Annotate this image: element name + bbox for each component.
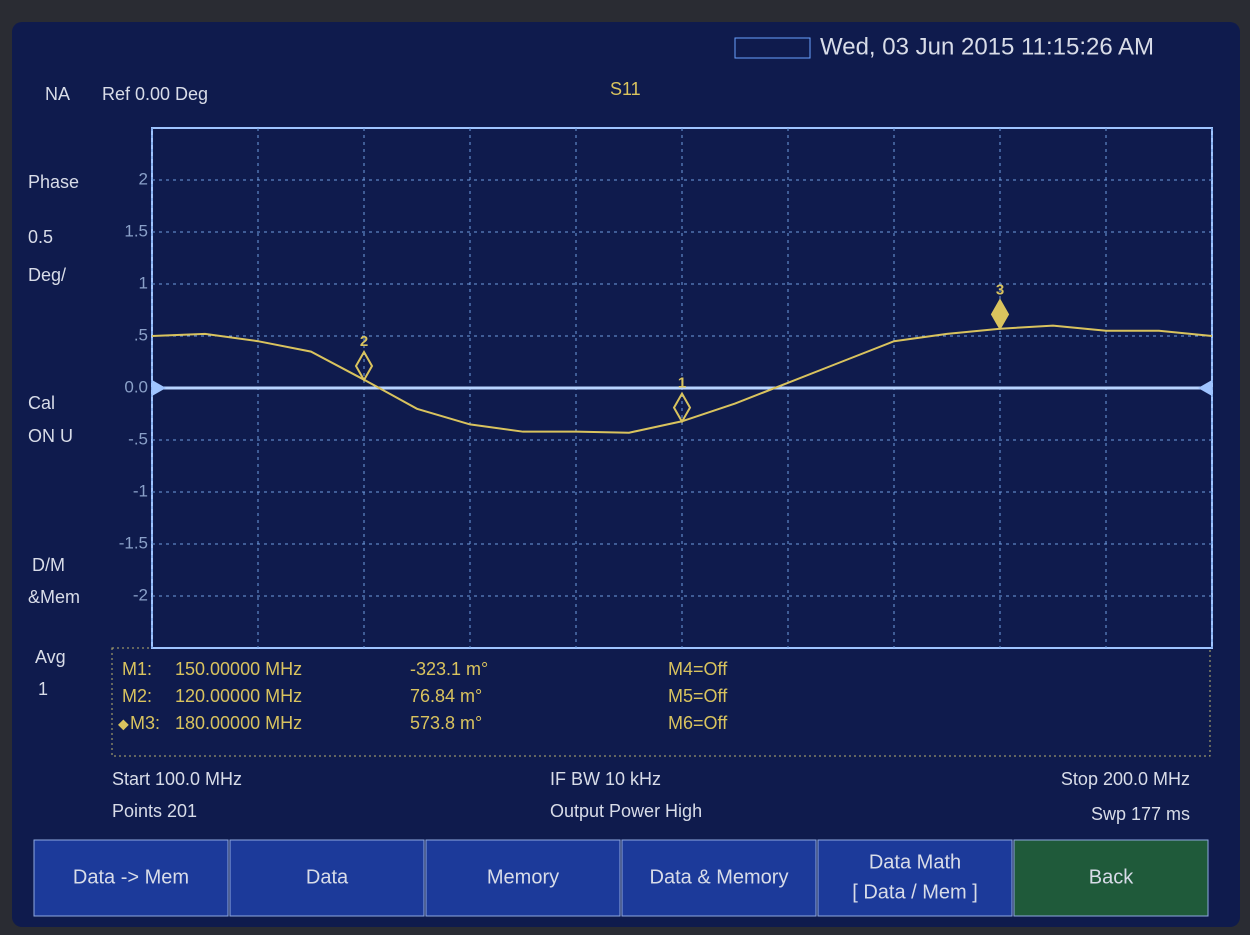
ref-label: Ref 0.00 Deg	[102, 84, 208, 104]
battery-icon	[734, 37, 811, 59]
side-label: Cal	[28, 393, 55, 413]
footer-start: Start 100.0 MHz	[112, 769, 242, 789]
side-label: Avg	[35, 647, 66, 667]
softkey[interactable]	[229, 839, 425, 917]
footer-power: Output Power High	[550, 801, 702, 821]
softkey-label[interactable]: [ Data / Mem ]	[852, 881, 978, 903]
softkey-label[interactable]: Data & Memory	[650, 866, 789, 888]
softkey[interactable]	[1013, 839, 1209, 917]
active-marker-icon: ◆	[118, 716, 129, 732]
marker-readout: 180.00000 MHz	[175, 713, 302, 733]
marker-readout: -323.1 m°	[410, 659, 488, 679]
y-tick-label: 1	[139, 273, 148, 292]
marker-box	[111, 647, 1211, 757]
side-label: 1	[38, 679, 48, 699]
softkey[interactable]	[33, 839, 229, 917]
footer-points: Points 201	[112, 801, 197, 821]
softkey[interactable]	[425, 839, 621, 917]
marker-readout: M5=Off	[668, 686, 728, 706]
softkey-label[interactable]: Back	[1089, 866, 1134, 888]
marker-label: 2	[360, 333, 368, 350]
reference-arrow	[1198, 380, 1212, 396]
marker	[354, 349, 374, 383]
marker	[990, 298, 1010, 331]
softkey-label[interactable]: Data Math	[869, 851, 961, 873]
side-label: Phase	[28, 172, 79, 192]
side-label: Deg/	[28, 265, 66, 285]
y-tick-label: 1.5	[124, 221, 148, 240]
display	[12, 22, 1240, 927]
y-tick-label: -2	[133, 585, 148, 604]
y-tick-label: 0.0	[124, 377, 148, 396]
side-label: ON U	[28, 426, 73, 446]
footer-ifbw: IF BW 10 kHz	[550, 769, 661, 789]
marker-readout: M3:	[130, 713, 160, 733]
measurement: S11	[610, 79, 641, 99]
side-label: 0.5	[28, 227, 53, 247]
footer-sweep: Swp 177 ms	[1091, 804, 1190, 824]
marker-readout: M2:	[122, 686, 152, 706]
y-tick-label: 2	[139, 169, 148, 188]
softkey-label[interactable]: Data -> Mem	[73, 866, 189, 888]
y-tick-label: -1.5	[119, 533, 148, 552]
reference-arrow	[152, 380, 166, 396]
marker-readout: 120.00000 MHz	[175, 686, 302, 706]
softkey[interactable]	[621, 839, 817, 917]
marker-label: 3	[996, 281, 1004, 298]
datetime: Wed, 03 Jun 2015 11:15:26 AM	[820, 33, 1154, 60]
marker	[672, 391, 692, 424]
mode: NA	[45, 84, 70, 104]
side-label: D/M	[32, 555, 65, 575]
marker-readout: M4=Off	[668, 659, 728, 679]
softkey-label[interactable]: Data	[306, 866, 349, 888]
y-tick-label: -1	[133, 481, 148, 500]
y-tick-label: .5	[134, 325, 148, 344]
softkey[interactable]	[817, 839, 1013, 917]
side-label: &Mem	[28, 587, 80, 607]
marker-readout: 573.8 m°	[410, 713, 482, 733]
marker-readout: M1:	[122, 659, 152, 679]
marker-readout: 150.00000 MHz	[175, 659, 302, 679]
marker-readout: 76.84 m°	[410, 686, 482, 706]
marker-readout: M6=Off	[668, 713, 728, 733]
y-tick-label: -.5	[128, 429, 148, 448]
marker-label: 1	[678, 375, 686, 392]
softkey-label[interactable]: Memory	[487, 866, 559, 888]
footer-stop: Stop 200.0 MHz	[1061, 769, 1190, 789]
